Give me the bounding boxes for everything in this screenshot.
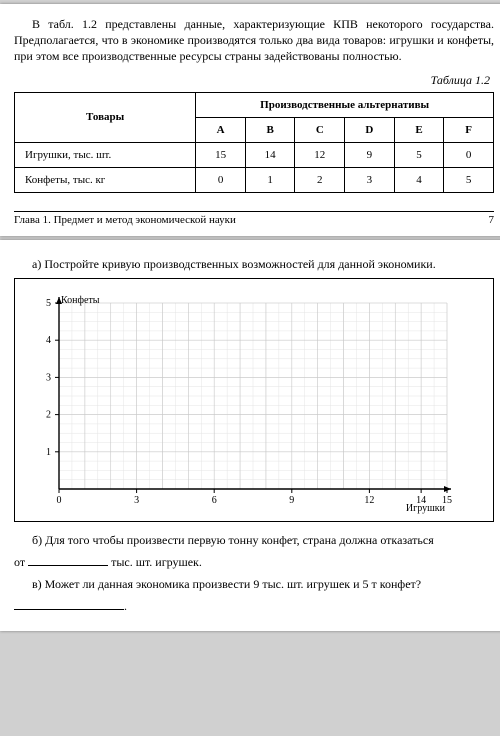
svg-text:3: 3 xyxy=(134,495,139,506)
svg-text:Игрушки: Игрушки xyxy=(406,503,446,514)
group-header: Производственные альтернативы xyxy=(196,92,494,117)
blank-fill[interactable] xyxy=(28,555,108,566)
footer-page-number: 7 xyxy=(489,214,495,226)
svg-text:1: 1 xyxy=(46,447,51,458)
cell: 3 xyxy=(345,167,395,192)
col-header: D xyxy=(345,117,395,142)
cell: 1 xyxy=(245,167,295,192)
page-footer: Глава 1. Предмет и метод экономической н… xyxy=(14,211,494,226)
svg-text:0: 0 xyxy=(57,495,62,506)
col-header: F xyxy=(444,117,494,142)
task-a: а) Постройте кривую производственных воз… xyxy=(14,256,494,272)
cell: 0 xyxy=(444,142,494,167)
page-1: В табл. 1.2 представлены данные, характе… xyxy=(0,4,500,236)
svg-text:4: 4 xyxy=(46,335,51,346)
svg-text:12: 12 xyxy=(364,495,374,506)
table-caption: Таблица 1.2 xyxy=(14,73,490,88)
row-label: Игрушки, тыс. шт. xyxy=(15,142,196,167)
footer-chapter: Глава 1. Предмет и метод экономической н… xyxy=(14,214,236,226)
cell: 4 xyxy=(394,167,444,192)
cell: 12 xyxy=(295,142,345,167)
task-b-line2: от тыс. шт. игрушек. xyxy=(14,554,494,570)
col-header: B xyxy=(245,117,295,142)
chart-frame: 036912141512345КонфетыИгрушки xyxy=(14,278,494,522)
task-c: в) Может ли данная экономика произвести … xyxy=(14,576,494,592)
cell: 5 xyxy=(394,142,444,167)
task-b-prefix: от xyxy=(14,555,25,569)
cell: 9 xyxy=(345,142,395,167)
row-label: Конфеты, тыс. кг xyxy=(15,167,196,192)
svg-text:5: 5 xyxy=(46,298,51,309)
svg-text:Конфеты: Конфеты xyxy=(61,295,100,306)
svg-text:2: 2 xyxy=(46,409,51,420)
svg-text:6: 6 xyxy=(212,495,217,506)
svg-text:9: 9 xyxy=(289,495,294,506)
task-c-answer: . xyxy=(14,598,494,614)
table-row: Конфеты, тыс. кг012345 xyxy=(15,167,494,192)
table-row: Игрушки, тыс. шт.151412950 xyxy=(15,142,494,167)
ppf-chart: 036912141512345КонфетыИгрушки xyxy=(21,285,461,515)
col-header: A xyxy=(196,117,246,142)
col-header: E xyxy=(394,117,444,142)
intro-text: В табл. 1.2 представлены данные, характе… xyxy=(14,16,494,65)
task-b-line1: б) Для того чтобы произвести первую тонн… xyxy=(14,532,494,548)
col-header: C xyxy=(295,117,345,142)
cell: 5 xyxy=(444,167,494,192)
cell: 0 xyxy=(196,167,246,192)
page-2: а) Постройте кривую производственных воз… xyxy=(0,240,500,631)
blank-fill-2[interactable] xyxy=(14,599,124,610)
svg-text:3: 3 xyxy=(46,372,51,383)
task-b-suffix: тыс. шт. игрушек. xyxy=(111,555,202,569)
cell: 14 xyxy=(245,142,295,167)
cell: 2 xyxy=(295,167,345,192)
cell: 15 xyxy=(196,142,246,167)
row-header: Товары xyxy=(15,92,196,142)
ppf-table: Товары Производственные альтернативы ABC… xyxy=(14,92,494,193)
